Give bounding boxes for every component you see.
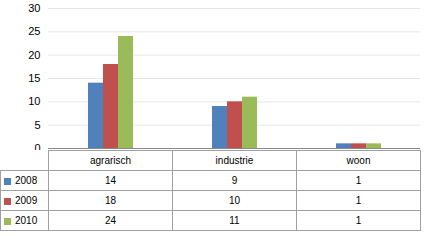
svg-text:30: 30: [28, 2, 40, 14]
svg-text:0: 0: [34, 142, 40, 150]
html-text:1: 1: [355, 215, 362, 226]
html-text:9: 9: [231, 175, 238, 186]
html-text:2010: 2010: [15, 215, 38, 226]
html-text:24: 24: [104, 215, 117, 226]
html-text:1: 1: [355, 175, 362, 186]
html-text:agrarisch: agrarisch: [89, 155, 132, 166]
html-text:18: 18: [104, 195, 117, 206]
svg-text:25: 25: [28, 25, 40, 37]
html-text:woon: woon: [346, 155, 371, 166]
svg-text:5: 5: [34, 119, 40, 131]
html-text:11: 11: [229, 215, 240, 226]
html-text:10: 10: [228, 195, 241, 206]
html-text:14: 14: [104, 175, 117, 186]
html-text:industrie: industrie: [215, 155, 254, 166]
html-text:2008: 2008: [15, 175, 38, 186]
html-text:1: 1: [355, 195, 362, 206]
html-text:2009: 2009: [15, 195, 38, 206]
svg-text:15: 15: [28, 72, 40, 84]
svg-text:20: 20: [28, 49, 40, 61]
svg-text:10: 10: [28, 95, 40, 107]
